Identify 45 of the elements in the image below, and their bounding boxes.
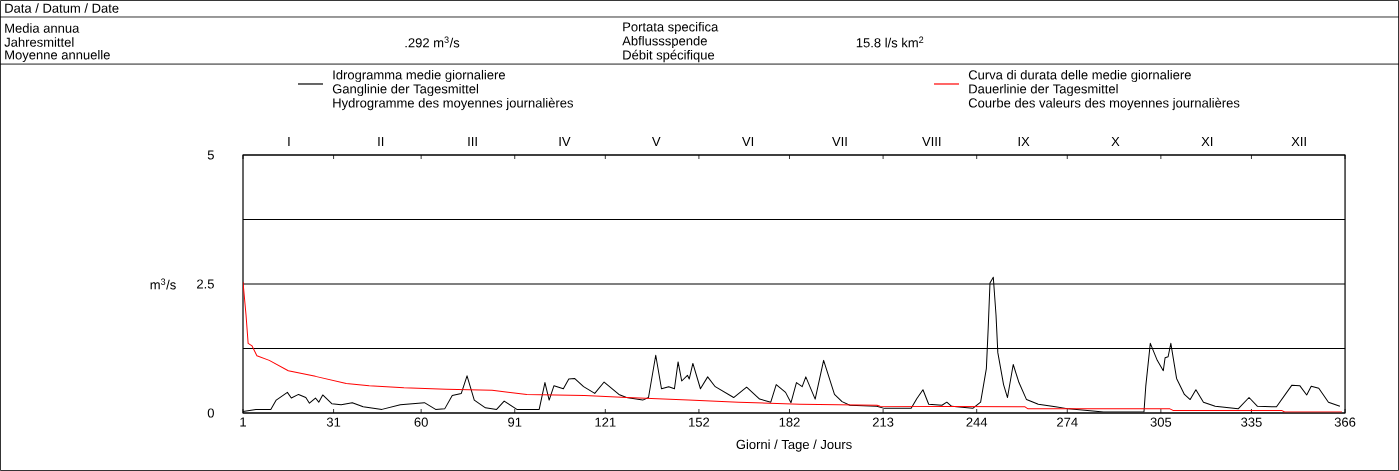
text: Ganglinie der Tagesmittel	[332, 83, 479, 97]
text: Moyenne annuelle	[5, 49, 110, 63]
text: Jahresmittel	[4, 37, 74, 47]
y-tick-label: 5	[207, 150, 214, 160]
text: IV	[559, 137, 571, 146]
x-tick-label: 244	[966, 417, 988, 427]
text: III	[468, 137, 477, 146]
legend-label: Curva di durata delle medie giornaliere	[968, 69, 1191, 83]
legend-label: Idrogramma medie giornaliere	[333, 69, 505, 83]
text: 15.8 l/s km$^{2}$	[856, 36, 924, 48]
text: VIII	[922, 137, 941, 146]
y-axis-title: m$^{3}$/s	[150, 278, 176, 290]
x-tick-label: 121	[595, 417, 616, 427]
text: X	[1111, 137, 1120, 146]
text: V	[651, 137, 661, 146]
y-tick-label: 2.5	[197, 279, 214, 289]
x-tick-label: 305	[1150, 417, 1172, 427]
text: .292 m$^{3}$/s	[405, 36, 460, 48]
text: VII	[832, 137, 847, 146]
text: I	[288, 137, 290, 146]
text: IX	[1018, 137, 1030, 146]
text: XI	[1201, 137, 1213, 146]
x-tick-label: 274	[1057, 417, 1078, 427]
x-tick-label: 335	[1241, 417, 1262, 427]
x-tick-label: 366	[1334, 417, 1356, 427]
text: Débit spécifique	[623, 49, 715, 63]
text: Hydrogramme des moyennes journalières	[333, 97, 574, 111]
text: Data / Datum / Date	[5, 3, 119, 13]
text: II	[378, 137, 384, 146]
x-tick-label: 60	[414, 417, 428, 427]
x-tick-label: 182	[779, 417, 800, 427]
x-tick-label: 213	[872, 417, 894, 427]
x-tick-label: 31	[326, 417, 341, 427]
text: VI	[742, 137, 754, 146]
text: Dauerlinie der Tagesmittel	[969, 83, 1118, 97]
text: Portata specifica	[623, 21, 719, 35]
text: Courbe des valeurs des moyennes journalières	[968, 97, 1240, 111]
x-tick-label: 1	[240, 417, 246, 427]
x-tick-label: 152	[689, 417, 710, 427]
text: XII	[1291, 137, 1306, 146]
text: Abflussspende	[622, 35, 707, 49]
y-tick-label: 0	[207, 408, 214, 418]
x-tick-label: 91	[508, 417, 522, 427]
text: Media annua	[5, 23, 80, 33]
x-axis-title: Giorni / Tage / Jours	[736, 439, 852, 452]
